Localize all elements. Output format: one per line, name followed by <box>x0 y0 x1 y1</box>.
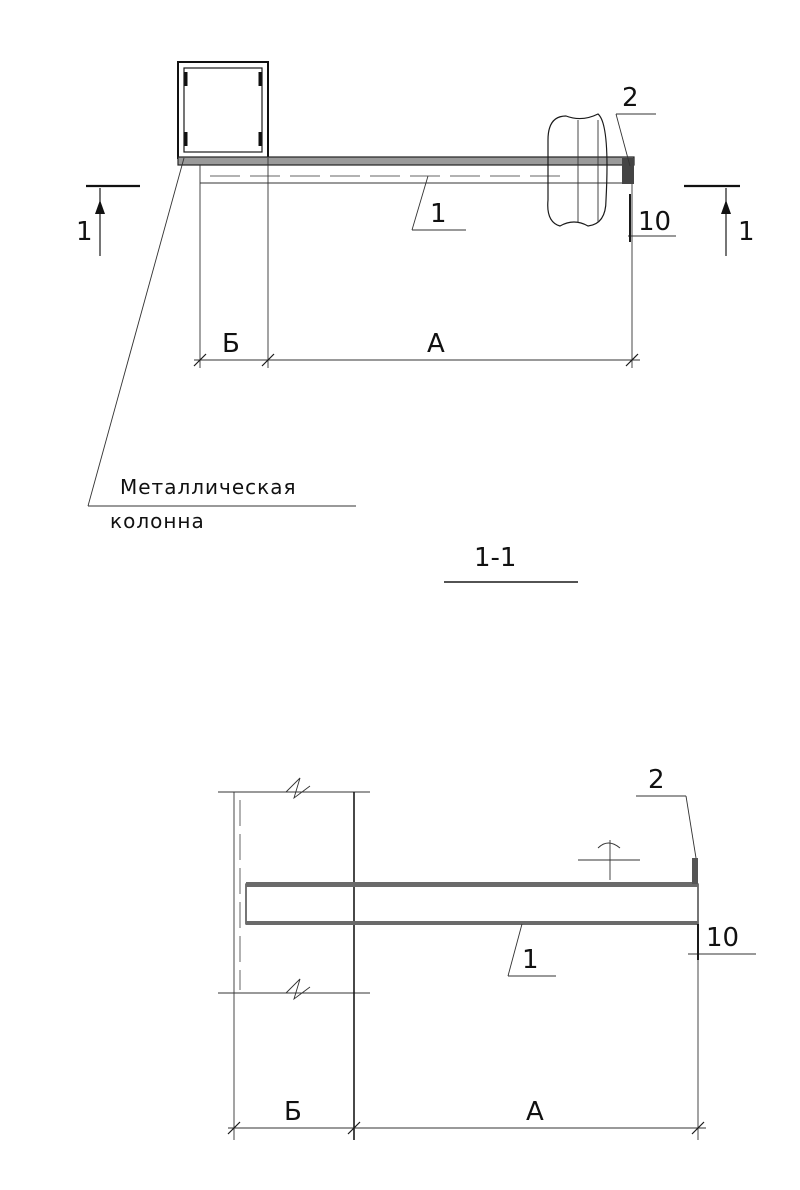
dimension-b-section: Б <box>284 1097 302 1127</box>
bolt-symbol <box>578 840 640 880</box>
section-title: 1-1 <box>474 543 516 573</box>
callout-plate-section: 1 <box>522 945 539 975</box>
section-mark-left-number: 1 <box>76 217 93 247</box>
plan-view: Б А 10 1 2 1 1 Металлическая <box>76 61 755 533</box>
section-mark-right: 1 <box>684 184 755 256</box>
plate-section <box>245 883 699 925</box>
dimension-a-plan: А <box>427 329 445 359</box>
section-view: 1-1 Б А 10 <box>218 543 756 1140</box>
column-label-line1: Металлическая <box>120 475 297 499</box>
dimension-gap-plan: 10 <box>638 207 671 237</box>
callout-weld-plan: 2 <box>622 83 639 113</box>
plate-plan <box>177 156 635 184</box>
beam-break-outline <box>547 113 608 227</box>
section-mark-right-number: 1 <box>738 217 755 247</box>
callout-plate-plan: 1 <box>430 199 447 229</box>
dimension-a-section: А <box>526 1097 544 1127</box>
section-mark-left: 1 <box>76 184 140 256</box>
dimension-gap-section: 10 <box>706 923 739 953</box>
callout-weld-section: 2 <box>648 765 665 795</box>
column-label-line2: колонна <box>110 509 205 533</box>
metal-column <box>177 61 269 159</box>
dimension-b-plan: Б <box>222 329 240 359</box>
